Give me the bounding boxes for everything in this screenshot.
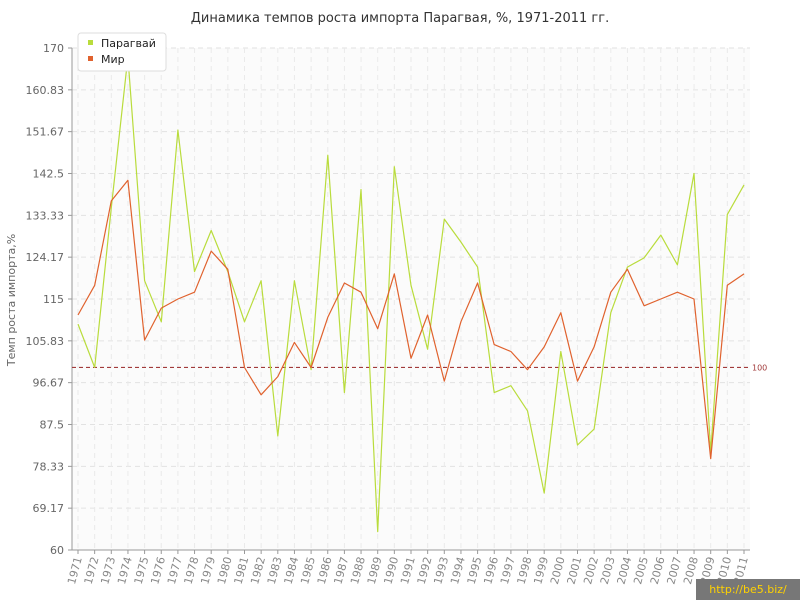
y-tick-label: 142.5: [33, 168, 65, 181]
y-tick-label: 96.67: [33, 377, 65, 390]
watermark[interactable]: http://be5.biz/: [696, 579, 800, 600]
y-tick-label: 60: [50, 544, 64, 557]
y-tick-label: 133.33: [26, 209, 65, 222]
y-axis-ticks: 60 69.17 78.33 87.5 96.67 105.83 115 124.17 133.…: [26, 42, 72, 557]
y-tick-label: 170: [43, 42, 64, 55]
y-tick-label: 124.17: [26, 251, 65, 264]
y-tick-label: 160.83: [26, 84, 65, 97]
y-tick-label: 87.5: [40, 419, 65, 432]
legend-swatch: [88, 56, 93, 61]
y-tick-label: 105.83: [26, 335, 65, 348]
legend-swatch: [88, 40, 93, 45]
y-tick-label: 69.17: [33, 502, 65, 515]
x-axis-ticks: 1971197219731974197519761977197819791980…: [65, 550, 751, 586]
y-tick-label: 78.33: [33, 460, 65, 473]
legend-box: [77, 32, 167, 72]
gridlines: [72, 47, 750, 551]
y-tick-label: 151.67: [26, 126, 65, 139]
series-line-paraguay: [77, 56, 745, 533]
reference-line: 100: [72, 363, 767, 372]
reference-line-label: 100: [752, 363, 767, 372]
axes: [71, 48, 750, 551]
series-line-world: [77, 179, 745, 460]
legend-label: Мир: [101, 53, 125, 66]
y-tick-label: 115: [43, 293, 64, 306]
chart-title: Динамика темпов роста импорта Парагвая, …: [191, 11, 609, 26]
legend-label: Парагвай: [101, 37, 156, 50]
y-axis-label: Темп роста импорта,%: [5, 234, 18, 367]
series-lines: [77, 56, 745, 533]
legend: Парагвай Мир: [77, 32, 167, 72]
